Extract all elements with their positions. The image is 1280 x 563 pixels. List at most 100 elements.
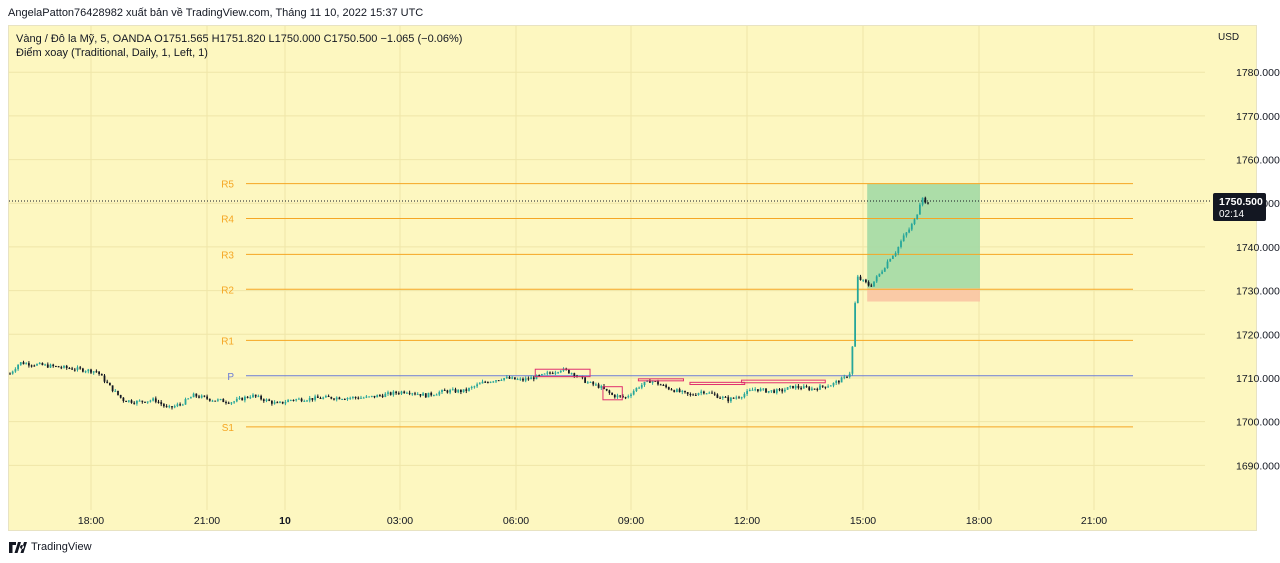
candle-body[interactable] [703,391,705,394]
candle-body[interactable] [757,389,759,392]
candle-body[interactable] [894,253,897,256]
candle-body[interactable] [622,395,624,398]
candle-body[interactable] [649,380,651,383]
candle-body[interactable] [241,397,244,401]
candle-body[interactable] [203,395,206,397]
candle-body[interactable] [430,392,433,396]
candle-body[interactable] [357,397,360,399]
candle-body[interactable] [586,382,589,384]
candle-body[interactable] [411,393,414,395]
candle-body[interactable] [465,389,468,391]
candle-body[interactable] [854,303,856,347]
candle-body[interactable] [292,399,295,401]
candle-body[interactable] [217,399,219,401]
candle-body[interactable] [908,229,910,233]
candle-body[interactable] [573,373,576,376]
candle-body[interactable] [643,381,646,386]
candle-body[interactable] [400,391,403,394]
candle-body[interactable] [689,393,692,395]
candle-body[interactable] [406,392,408,394]
target-zone[interactable] [867,183,980,289]
candle-body[interactable] [25,363,28,365]
candle-body[interactable] [770,390,773,392]
candle-body[interactable] [848,373,851,377]
candle-body[interactable] [19,362,22,365]
candle-body[interactable] [265,399,268,402]
tradingview-logo[interactable]: TradingView [9,541,92,553]
candle-body[interactable] [892,255,894,259]
candle-body[interactable] [557,372,559,374]
candle-body[interactable] [438,392,441,395]
candle-body[interactable] [665,385,667,388]
candle-body[interactable] [82,368,84,372]
candle-body[interactable] [856,276,859,304]
candle-body[interactable] [408,392,411,394]
candle-body[interactable] [867,282,870,286]
candle-body[interactable] [30,365,33,367]
candle-body[interactable] [732,397,735,399]
candle-body[interactable] [71,368,73,370]
range-marker[interactable] [534,368,591,378]
candle-body[interactable] [886,261,889,269]
candle-body[interactable] [487,382,489,384]
candle-body[interactable] [38,363,41,365]
candle-body[interactable] [416,394,419,396]
candle-body[interactable] [546,372,549,374]
candle-body[interactable] [208,398,211,401]
candle-body[interactable] [238,397,241,399]
candle-body[interactable] [98,371,100,375]
candle-body[interactable] [190,397,192,399]
candle-body[interactable] [136,400,138,404]
candle-body[interactable] [635,387,638,392]
candle-body[interactable] [46,364,49,368]
candle-body[interactable] [271,400,273,404]
candle-body[interactable] [311,398,314,400]
candle-body[interactable] [627,396,630,398]
candle-body[interactable] [651,380,654,383]
candle-body[interactable] [632,391,635,395]
candle-body[interactable] [109,382,111,386]
candle-body[interactable] [775,389,778,393]
candle-body[interactable] [767,391,770,393]
candle-body[interactable] [322,397,325,399]
candle-body[interactable] [79,367,82,369]
candle-body[interactable] [192,393,195,398]
candle-body[interactable] [619,395,622,397]
candle-body[interactable] [60,367,63,369]
candle-body[interactable] [349,397,352,399]
candle-body[interactable] [676,389,678,392]
candle-body[interactable] [659,384,662,386]
candle-body[interactable] [497,380,500,382]
candle-body[interactable] [859,276,862,280]
candle-body[interactable] [179,404,181,406]
current-price-tag[interactable] [1213,193,1266,222]
candle-body[interactable] [654,380,657,382]
range-marker[interactable] [741,379,826,384]
candle-body[interactable] [173,406,176,408]
candle-body[interactable] [630,394,632,397]
candle-body[interactable] [268,399,271,401]
candle-body[interactable] [824,386,827,388]
candle-body[interactable] [873,281,875,287]
candle-body[interactable] [902,235,905,242]
candle-body[interactable] [484,381,487,383]
candle-body[interactable] [195,393,198,397]
candle-body[interactable] [721,396,724,398]
candle-body[interactable] [740,397,743,399]
candle-body[interactable] [373,395,376,398]
candle-body[interactable] [554,372,557,374]
candle-body[interactable] [789,385,792,388]
candle-body[interactable] [754,389,757,391]
candle-body[interactable] [878,273,881,277]
candle-body[interactable] [489,381,492,383]
candle-body[interactable] [125,400,127,402]
candle-body[interactable] [773,390,775,393]
candle-body[interactable] [28,363,30,366]
candle-body[interactable] [343,399,346,401]
candle-body[interactable] [711,392,713,394]
candle-body[interactable] [748,390,751,392]
candle-body[interactable] [454,389,457,393]
candle-body[interactable] [333,398,335,400]
candle-body[interactable] [919,204,921,215]
candle-body[interactable] [395,391,397,394]
